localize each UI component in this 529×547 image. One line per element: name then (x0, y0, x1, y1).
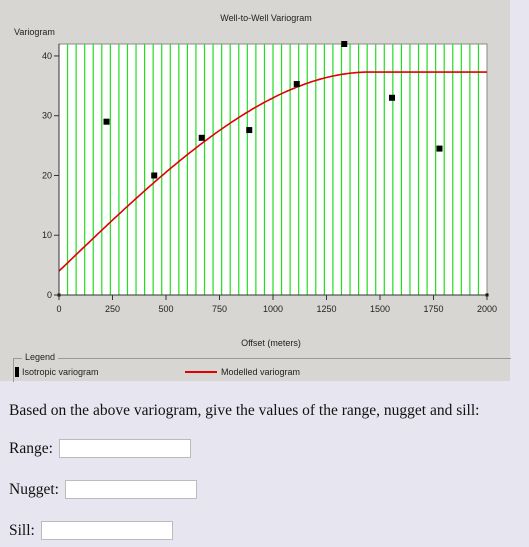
range-label: Range: (9, 439, 53, 457)
variogram-point (246, 127, 253, 134)
y-axis-label: Variogram (14, 27, 55, 37)
legend-item-isotropic: Isotropic variogram (15, 367, 99, 377)
x-tick-label: 750 (212, 304, 227, 314)
chart-title: Well-to-Well Variogram (220, 13, 312, 23)
variogram-point (388, 94, 395, 101)
x-tick-label: 2000 (477, 304, 497, 314)
sill-input[interactable] (40, 521, 173, 540)
y-tick-label: 20 (42, 170, 52, 180)
legend-line-marker (185, 371, 217, 373)
variogram-point (198, 134, 205, 141)
variogram-chart-panel: 0 250 500 750 1000 1250 1500 1750 2000 0 10 20 30 40 … (0, 0, 511, 382)
x-tick-label: 1500 (370, 304, 390, 314)
legend-item-modelled: Modelled variogram (185, 367, 300, 377)
range-input[interactable] (58, 439, 191, 458)
variogram-point (341, 41, 348, 47)
variogram-point (436, 145, 443, 152)
nugget-input[interactable] (64, 480, 197, 499)
x-axis-label: Offset (meters) (241, 338, 301, 348)
x-tick-label: 250 (105, 304, 120, 314)
sill-row: Sill: (9, 521, 173, 540)
variogram-chart: 0 250 500 750 1000 1250 1500 1750 2000010203040 … (14, 13, 497, 348)
variogram-point (293, 81, 300, 88)
legend-label-isotropic: Isotropic variogram (22, 367, 99, 377)
x-tick-label: 1000 (263, 304, 283, 314)
modelled-variogram-line (58, 71, 487, 272)
x-tick-label: 1250 (316, 304, 336, 314)
legend-label-modelled: Modelled variogram (221, 367, 301, 377)
legend-frame (13, 358, 511, 382)
y-tick-label: 40 (42, 51, 52, 61)
question-prompt: Based on the above variogram, give the v… (9, 402, 480, 419)
x-tick-label: 500 (158, 304, 173, 314)
nugget-row: Nugget: (9, 480, 197, 499)
y-tick-label: 30 (42, 111, 52, 121)
legend-title: Legend (22, 352, 59, 362)
variogram-point (151, 172, 158, 179)
x-tick-label: 0 (56, 304, 61, 314)
x-tick-label: 1750 (423, 304, 443, 314)
y-tick-label: 0 (47, 290, 52, 300)
y-tick-label: 10 (42, 230, 52, 240)
range-row: Range: (9, 439, 191, 458)
sill-label: Sill: (9, 521, 35, 539)
variogram-point (103, 118, 110, 125)
legend-square-marker (15, 367, 19, 377)
nugget-label: Nugget: (9, 480, 59, 498)
